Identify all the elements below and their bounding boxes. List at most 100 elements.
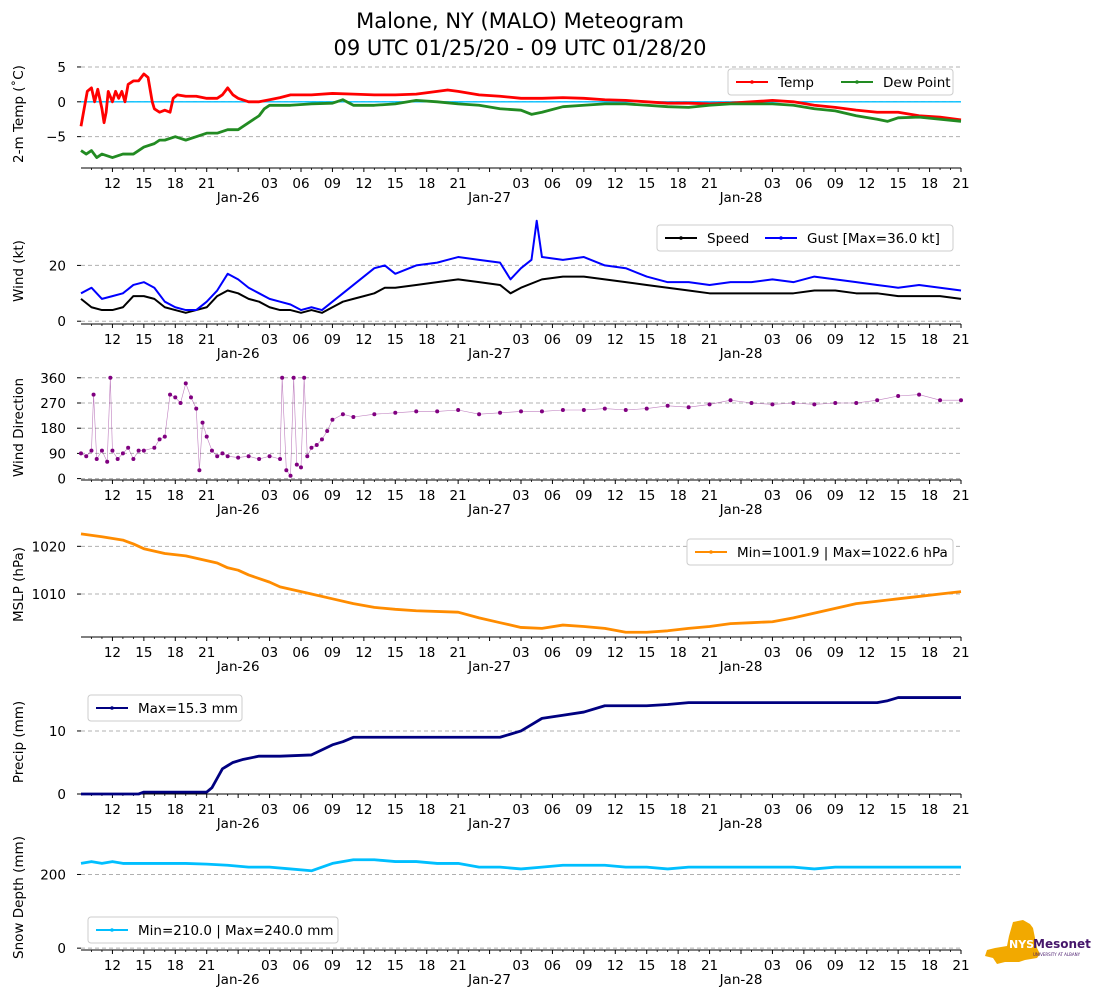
y-axis-label: Snow Depth (mm) bbox=[11, 836, 27, 959]
direction-point bbox=[602, 406, 607, 411]
y-tick-label: 10 bbox=[49, 724, 66, 740]
x-tick-label: 09 bbox=[575, 488, 592, 504]
x-tick-label: 12 bbox=[355, 332, 372, 348]
x-tick-label: 15 bbox=[387, 332, 404, 348]
y-axis-label: Precip (mm) bbox=[11, 701, 27, 783]
y-tick-label: 270 bbox=[40, 396, 66, 412]
direction-point bbox=[280, 375, 285, 380]
x-tick-label: 21 bbox=[450, 176, 467, 192]
legend-marker bbox=[779, 236, 783, 240]
x-tick-label: 18 bbox=[167, 488, 184, 504]
direction-point bbox=[812, 402, 817, 407]
x-tick-label: 18 bbox=[167, 645, 184, 661]
y-tick-label: 0 bbox=[57, 314, 66, 330]
x-tick-label: 06 bbox=[544, 645, 561, 661]
y-tick-label: 360 bbox=[40, 371, 66, 387]
x-tick-label: 03 bbox=[512, 958, 529, 974]
x-tick-label: 18 bbox=[670, 332, 687, 348]
y-tick-label: 5 bbox=[57, 60, 66, 76]
direction-point bbox=[477, 412, 482, 417]
legend-label: Gust [Max=36.0 kt] bbox=[807, 231, 940, 247]
x-tick-label: 15 bbox=[890, 332, 907, 348]
x-tick-label: 06 bbox=[292, 645, 309, 661]
panel-wind: 20 0 12 15 18 21 03 06 09 12 15 18 21 03 06 09 12 15 18 21 0… bbox=[11, 219, 970, 362]
x-tick-label: 06 bbox=[292, 802, 309, 818]
panel-mslp: 1020 1010 12 15 18 21 03 06 09 12 15 18 21 03 06 09 12 15… bbox=[11, 532, 970, 675]
x-tick-label: 09 bbox=[324, 332, 341, 348]
direction-point bbox=[197, 468, 202, 473]
direction-point bbox=[79, 451, 83, 456]
x-tick-label: 12 bbox=[858, 176, 875, 192]
y-tick-label: 90 bbox=[49, 446, 66, 462]
x-tick-label: 15 bbox=[135, 645, 152, 661]
direction-point bbox=[91, 392, 96, 397]
direction-point bbox=[644, 406, 649, 411]
direction-point bbox=[89, 448, 94, 453]
x-tick-label: 18 bbox=[167, 176, 184, 192]
y-tick-label: 180 bbox=[40, 421, 66, 437]
direction-point bbox=[141, 448, 146, 453]
legend-box bbox=[87, 916, 339, 944]
chart-title-line2: 09 UTC 01/25/20 - 09 UTC 01/28/20 bbox=[334, 36, 707, 60]
x-day-label: Jan-27 bbox=[467, 502, 511, 518]
direction-point bbox=[325, 429, 330, 433]
x-tick-label: 03 bbox=[261, 802, 278, 818]
legend-label: Max=15.3 mm bbox=[138, 701, 238, 717]
direction-point bbox=[209, 448, 214, 453]
x-tick-label: 15 bbox=[387, 488, 404, 504]
x-tick-label: 03 bbox=[512, 645, 529, 661]
x-tick-label: 03 bbox=[261, 332, 278, 348]
direction-point bbox=[340, 412, 345, 417]
x-tick-label: 09 bbox=[827, 645, 844, 661]
x-tick-label: 21 bbox=[450, 802, 467, 818]
x-day-label: Jan-28 bbox=[719, 190, 763, 206]
x-tick-label: 06 bbox=[544, 488, 561, 504]
x-tick-label: 18 bbox=[921, 958, 938, 974]
new-york-state-shape-icon bbox=[985, 920, 1040, 964]
x-tick-label: 12 bbox=[355, 176, 372, 192]
direction-point bbox=[291, 375, 296, 380]
x-tick-label: 03 bbox=[764, 176, 781, 192]
x-tick-label: 03 bbox=[764, 645, 781, 661]
direction-point bbox=[749, 401, 754, 405]
legend-label: Min=210.0 | Max=240.0 mm bbox=[138, 923, 334, 939]
x-day-label: Jan-26 bbox=[216, 816, 260, 832]
direction-point bbox=[267, 454, 272, 459]
x-tick-label: 12 bbox=[104, 332, 121, 348]
direction-point bbox=[299, 465, 303, 470]
x-day-label: Jan-28 bbox=[719, 346, 763, 362]
x-day-label: Jan-28 bbox=[719, 816, 763, 832]
x-tick-label: 03 bbox=[764, 958, 781, 974]
x-tick-label: 21 bbox=[198, 645, 215, 661]
x-tick-label: 12 bbox=[355, 645, 372, 661]
x-tick-label: 12 bbox=[104, 645, 121, 661]
x-tick-label: 06 bbox=[795, 488, 812, 504]
direction-point bbox=[120, 451, 125, 456]
direction-point bbox=[278, 457, 283, 461]
direction-point bbox=[707, 402, 712, 407]
direction-point bbox=[623, 408, 628, 412]
x-tick-label: 12 bbox=[104, 176, 121, 192]
x-tick-label: 18 bbox=[670, 176, 687, 192]
direction-point bbox=[152, 445, 157, 450]
x-tick-label: 12 bbox=[858, 645, 875, 661]
legend-label: Temp bbox=[777, 75, 814, 91]
direction-point bbox=[305, 454, 310, 459]
x-tick-label: 21 bbox=[198, 488, 215, 504]
x-tick-label: 09 bbox=[324, 488, 341, 504]
direction-point bbox=[136, 448, 141, 453]
x-tick-label: 21 bbox=[701, 958, 718, 974]
y-axis-label: Wind (kt) bbox=[11, 240, 27, 302]
direction-point bbox=[854, 401, 859, 405]
direction-point bbox=[108, 375, 113, 380]
logo-text-mesonet: Mesonet bbox=[1033, 937, 1091, 951]
direction-point bbox=[168, 392, 173, 397]
x-tick-label: 21 bbox=[701, 332, 718, 348]
direction-point bbox=[896, 394, 901, 398]
direction-point bbox=[833, 401, 838, 405]
y-tick-label: 200 bbox=[40, 867, 66, 883]
direction-point bbox=[183, 381, 188, 386]
direction-point bbox=[728, 398, 733, 403]
x-tick-label: 21 bbox=[701, 645, 718, 661]
direction-point bbox=[665, 403, 670, 408]
